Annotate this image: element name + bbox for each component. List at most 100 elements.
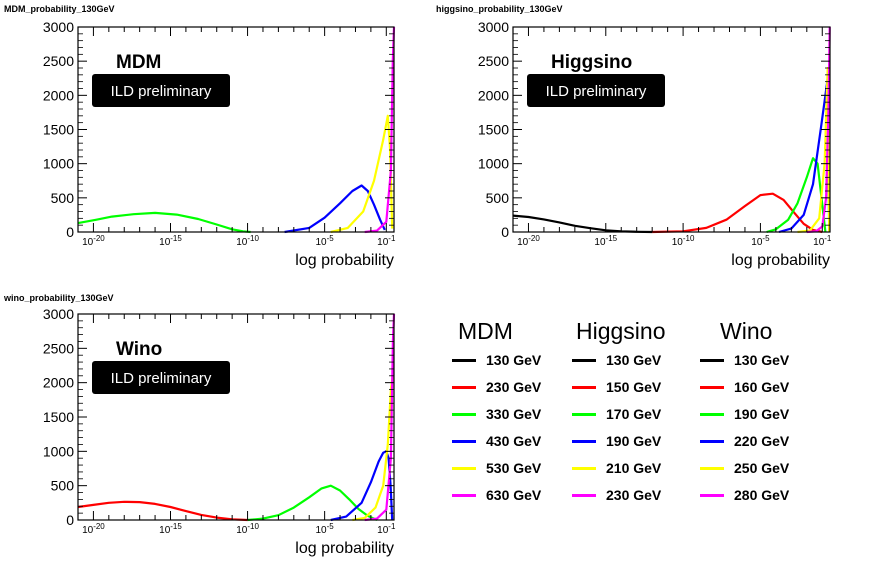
legend-entry: 250 GeV	[700, 458, 789, 478]
legend-label: 280 GeV	[734, 487, 790, 503]
legend-entry: 220 GeV	[700, 431, 789, 451]
legend-entry: 160 GeV	[700, 377, 789, 397]
legend-swatch	[700, 385, 724, 389]
legend-swatch	[700, 412, 724, 416]
x-tick-label: 10-10	[236, 234, 259, 248]
y-tick-label: 3000	[43, 306, 74, 322]
legend-swatch	[572, 412, 596, 416]
legend-label: 130 GeV	[606, 352, 662, 368]
chart-1: 0 500 1000 1500 2000 2500 3000 10-20 10-15 10-10 1…	[43, 19, 396, 269]
legend-entry: 190 GeV	[572, 431, 661, 451]
legend-title-mdm: MDM	[458, 318, 513, 344]
y-tick-label: 500	[486, 190, 510, 206]
legend-label: 220 GeV	[734, 433, 790, 449]
y-tick-label: 500	[51, 478, 75, 494]
legend-entry: 130 GeV	[452, 350, 541, 370]
y-tick-label: 1000	[43, 443, 74, 459]
legend-label: 230 GeV	[606, 487, 662, 503]
series-line-190-gev	[778, 77, 831, 234]
legend-swatch	[700, 493, 724, 497]
series-line-190-gev	[247, 484, 378, 522]
x-tick-label: 10-20	[517, 234, 540, 248]
legend-label: 170 GeV	[606, 406, 662, 422]
legend-swatch	[452, 412, 476, 416]
model-label: Higgsino	[551, 52, 632, 73]
legend-entry: 630 GeV	[452, 485, 541, 505]
badge-text: ILD preliminary	[546, 83, 647, 100]
chart-title: MDM_probability_130GeV	[4, 4, 115, 14]
legend-swatch	[452, 439, 476, 443]
legend-label: 130 GeV	[734, 352, 790, 368]
legend-swatch	[452, 466, 476, 470]
legend-swatch	[452, 493, 476, 497]
legend-title-higgsino: Higgsino	[576, 318, 666, 344]
series-line-150-gev	[652, 192, 823, 234]
legend-swatch	[572, 358, 596, 362]
legend-swatch	[572, 385, 596, 389]
x-tick-label: 10-1	[813, 234, 832, 248]
x-tick-label: 10-1	[377, 522, 396, 536]
y-tick-label: 2500	[43, 53, 74, 69]
x-tick-label: 10-1	[377, 234, 396, 248]
legend-entry: 170 GeV	[572, 404, 661, 424]
legend-swatch	[572, 439, 596, 443]
series-line-280-gev	[364, 313, 396, 522]
y-tick-label: 500	[51, 190, 75, 206]
legend-title-wino: Wino	[720, 318, 773, 344]
y-tick-label: 2000	[43, 375, 74, 391]
x-axis-label: log probability	[731, 252, 830, 269]
legend-label: 530 GeV	[486, 460, 542, 476]
badge-box	[92, 74, 230, 107]
legend-entry: 150 GeV	[572, 377, 661, 397]
series-line-160-gev	[77, 500, 248, 522]
series-line-430-gev	[284, 184, 386, 234]
legend-entry: 230 GeV	[572, 485, 661, 505]
badge-text: ILD preliminary	[111, 83, 212, 100]
legend-label: 430 GeV	[486, 433, 542, 449]
legend-entry: 190 GeV	[700, 404, 789, 424]
chart-title: wino_probability_130GeV	[4, 293, 114, 303]
legend-swatch	[452, 385, 476, 389]
x-tick-label: 10-5	[316, 234, 335, 248]
y-tick-label: 0	[66, 224, 74, 240]
legend-entry: 210 GeV	[572, 458, 661, 478]
legend-entry: 280 GeV	[700, 485, 789, 505]
y-tick-label: 1000	[43, 156, 74, 172]
chart-2: 0 500 1000 1500 2000 2500 3000 10-20 10-15 10-10 1…	[478, 19, 832, 269]
x-tick-label: 10-15	[159, 234, 182, 248]
model-label: Wino	[116, 339, 162, 360]
y-tick-label: 1500	[478, 122, 509, 138]
x-tick-label: 10-10	[672, 234, 695, 248]
legend-swatch	[572, 466, 596, 470]
x-tick-label: 10-20	[82, 234, 105, 248]
badge-box	[92, 361, 230, 394]
badge-box	[527, 74, 665, 107]
y-tick-label: 2000	[478, 87, 509, 103]
x-axis-label: log probability	[295, 540, 394, 557]
y-tick-label: 1500	[43, 122, 74, 138]
legend-entry: 530 GeV	[452, 458, 541, 478]
model-label: MDM	[116, 52, 161, 73]
legend-label: 150 GeV	[606, 379, 662, 395]
y-tick-label: 1000	[478, 156, 509, 172]
legend-label: 330 GeV	[486, 406, 542, 422]
series-line-130-gev	[512, 214, 653, 234]
y-tick-label: 0	[501, 224, 509, 240]
legend-entry: 330 GeV	[452, 404, 541, 424]
x-tick-label: 10-15	[159, 522, 182, 536]
legend-entry: 130 GeV	[700, 350, 789, 370]
x-tick-label: 10-10	[236, 522, 259, 536]
chart-title: higgsino_probability_130GeV	[436, 4, 563, 14]
y-tick-label: 3000	[43, 19, 74, 35]
y-tick-label: 2500	[478, 53, 509, 69]
series-line-630-gev	[364, 26, 396, 234]
legend-label: 630 GeV	[486, 487, 542, 503]
legend-swatch	[700, 466, 724, 470]
y-tick-label: 1500	[43, 409, 74, 425]
legend-label: 130 GeV	[486, 352, 542, 368]
legend-label: 160 GeV	[734, 379, 790, 395]
legend-swatch	[700, 439, 724, 443]
legend-label: 230 GeV	[486, 379, 542, 395]
chart-3: 0 500 1000 1500 2000 2500 3000 10-20 10-15 10-10 1…	[43, 306, 396, 557]
